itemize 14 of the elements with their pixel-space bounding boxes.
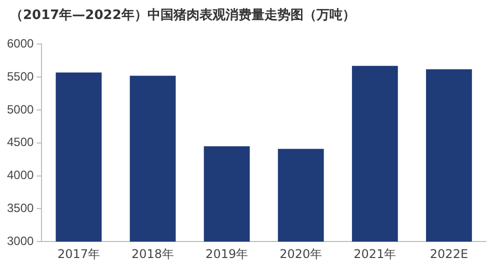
- y-tick-label: 5500: [6, 69, 34, 84]
- x-tick-label: 2021年: [354, 246, 396, 261]
- x-tick-label: 2020年: [280, 246, 322, 261]
- x-tick-label: 2018年: [132, 246, 174, 261]
- x-tick-label: 2019年: [206, 246, 248, 261]
- x-tick-label: 2022E: [430, 246, 468, 261]
- y-tick-label: 3000: [6, 234, 34, 248]
- y-tick-label: 3500: [6, 201, 34, 216]
- x-tick-label: 2017年: [57, 246, 100, 261]
- chart-title: （2017年—2022年）中国猪肉表观消费量走势图（万吨）: [10, 7, 356, 24]
- y-tick-label: 4000: [6, 168, 34, 182]
- y-tick-label: 5000: [6, 102, 34, 116]
- y-tick-label: 4500: [6, 135, 34, 150]
- y-tick-label: 6000: [6, 36, 34, 51]
